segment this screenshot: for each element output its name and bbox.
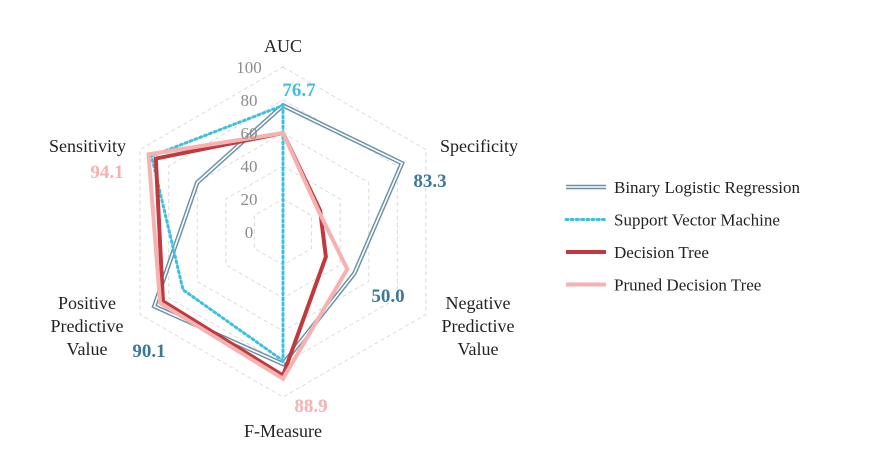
axis-label-line: Value [67,339,108,359]
series-pruned-decision-tree [146,130,350,382]
value-annotation-specificity: 83.3 [413,171,446,192]
axis-label-f-measure: F-Measure [244,421,322,441]
legend-item-support-vector-machine: Support Vector Machine [564,211,780,230]
tick-label-100: 100 [236,58,262,77]
series-binary-logistic-regression-outline [151,102,405,367]
value-annotation-sensitivity: 94.1 [90,162,123,183]
series-binary-logistic-regression-inner [153,104,404,365]
series-support-vector-machine [149,103,285,364]
tick-label-0: 0 [245,223,254,242]
legend-item-binary-logistic-regression: Binary Logistic Regression [566,178,801,197]
axis-label-line: AUC [264,36,302,56]
tick-label-60: 60 [241,124,258,143]
axis-label-line: Predictive [442,316,515,336]
axis-label-line: Negative [446,293,511,313]
radar-series [146,102,405,382]
value-annotation-auc: 76.7 [282,80,316,101]
axis-label-auc: AUC [264,36,302,56]
legend: Binary Logistic Regression Support Vector… [564,178,801,295]
legend-label: Support Vector Machine [614,211,780,230]
value-annotation-positive-predictive-value: 90.1 [132,341,165,362]
legend-label: Decision Tree [614,243,709,262]
axis-label-line: Sensitivity [49,136,126,156]
legend-item-pruned-decision-tree: Pruned Decision Tree [566,276,761,295]
axis-label-line: Specificity [440,136,518,156]
grid-ring-100 [139,66,427,398]
axis-label-positive-predictive-value: Positive Predictive Value [51,293,124,359]
value-annotation-f-measure: 88.9 [294,396,327,417]
radial-tick-labels: 0 20 40 60 80 100 [236,58,262,242]
value-annotation-negative-predictive-value: 50.0 [371,286,404,307]
axis-label-line: F-Measure [244,421,322,441]
grid-ring-20 [253,198,313,266]
axis-label-line: Value [458,339,499,359]
value-annotations: 76.7 83.3 50.0 88.9 90.1 94.1 [90,80,446,417]
tick-label-20: 20 [241,190,258,209]
tick-label-80: 80 [241,91,258,110]
axis-label-negative-predictive-value: Negative Predictive Value [442,293,515,359]
axis-labels: AUC Specificity Negative Predictive Value F-M… [49,36,518,441]
legend-label: Pruned Decision Tree [614,276,761,295]
axis-label-line: Positive [58,293,116,313]
axis-label-sensitivity: Sensitivity [49,136,126,156]
tick-label-40: 40 [241,157,258,176]
legend-item-decision-tree: Decision Tree [566,243,709,262]
legend-label: Binary Logistic Regression [614,178,801,197]
axis-label-specificity: Specificity [440,136,518,156]
axis-label-line: Predictive [51,316,124,336]
